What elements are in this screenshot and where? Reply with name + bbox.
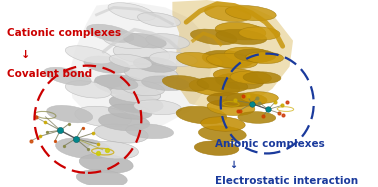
Ellipse shape bbox=[238, 112, 276, 123]
Ellipse shape bbox=[65, 46, 113, 64]
Ellipse shape bbox=[87, 24, 134, 42]
Ellipse shape bbox=[134, 100, 181, 115]
Ellipse shape bbox=[202, 50, 253, 68]
Ellipse shape bbox=[123, 33, 166, 48]
Ellipse shape bbox=[149, 52, 197, 67]
Ellipse shape bbox=[65, 81, 111, 98]
Ellipse shape bbox=[138, 13, 180, 27]
Ellipse shape bbox=[46, 105, 93, 123]
Ellipse shape bbox=[102, 31, 149, 49]
Ellipse shape bbox=[213, 68, 258, 83]
Ellipse shape bbox=[56, 138, 112, 159]
Ellipse shape bbox=[75, 106, 132, 127]
Ellipse shape bbox=[76, 170, 127, 187]
Ellipse shape bbox=[87, 142, 138, 159]
Ellipse shape bbox=[162, 76, 209, 91]
Ellipse shape bbox=[142, 76, 189, 91]
Ellipse shape bbox=[44, 67, 91, 85]
Ellipse shape bbox=[201, 117, 245, 131]
Ellipse shape bbox=[206, 53, 257, 68]
Ellipse shape bbox=[207, 100, 255, 116]
Ellipse shape bbox=[194, 141, 239, 155]
Ellipse shape bbox=[176, 106, 227, 124]
Ellipse shape bbox=[108, 104, 152, 119]
Ellipse shape bbox=[189, 78, 240, 96]
Ellipse shape bbox=[216, 29, 267, 45]
Ellipse shape bbox=[95, 75, 138, 90]
Ellipse shape bbox=[198, 126, 246, 142]
Ellipse shape bbox=[146, 34, 189, 49]
Ellipse shape bbox=[121, 81, 164, 96]
Ellipse shape bbox=[109, 94, 163, 113]
Text: Electrostatic interaction: Electrostatic interaction bbox=[215, 176, 359, 186]
Ellipse shape bbox=[226, 93, 267, 106]
Ellipse shape bbox=[216, 73, 263, 89]
Ellipse shape bbox=[99, 113, 150, 131]
Ellipse shape bbox=[109, 54, 152, 69]
Ellipse shape bbox=[239, 27, 280, 40]
Ellipse shape bbox=[207, 93, 251, 107]
Text: ↓: ↓ bbox=[229, 160, 237, 170]
Ellipse shape bbox=[230, 71, 271, 84]
Ellipse shape bbox=[126, 124, 174, 139]
Ellipse shape bbox=[94, 124, 148, 143]
Ellipse shape bbox=[240, 92, 278, 103]
Ellipse shape bbox=[79, 154, 133, 173]
Text: Cationic complexes: Cationic complexes bbox=[7, 28, 121, 38]
Ellipse shape bbox=[204, 6, 251, 22]
Text: Anionic complexes: Anionic complexes bbox=[215, 139, 325, 149]
Ellipse shape bbox=[191, 29, 237, 45]
Polygon shape bbox=[69, 2, 214, 129]
Ellipse shape bbox=[197, 77, 248, 92]
Ellipse shape bbox=[215, 22, 266, 40]
Ellipse shape bbox=[113, 43, 170, 64]
Ellipse shape bbox=[124, 64, 178, 83]
Ellipse shape bbox=[108, 3, 155, 21]
Ellipse shape bbox=[110, 85, 161, 102]
Ellipse shape bbox=[243, 72, 281, 84]
Ellipse shape bbox=[94, 75, 151, 96]
Ellipse shape bbox=[234, 49, 276, 62]
Ellipse shape bbox=[133, 57, 177, 72]
Ellipse shape bbox=[224, 47, 272, 63]
Ellipse shape bbox=[177, 52, 223, 68]
Ellipse shape bbox=[246, 52, 284, 64]
Ellipse shape bbox=[225, 6, 276, 21]
Polygon shape bbox=[172, 0, 293, 111]
Text: ↓: ↓ bbox=[21, 50, 30, 60]
Ellipse shape bbox=[84, 56, 130, 73]
Text: Covalent bond: Covalent bond bbox=[7, 69, 92, 79]
